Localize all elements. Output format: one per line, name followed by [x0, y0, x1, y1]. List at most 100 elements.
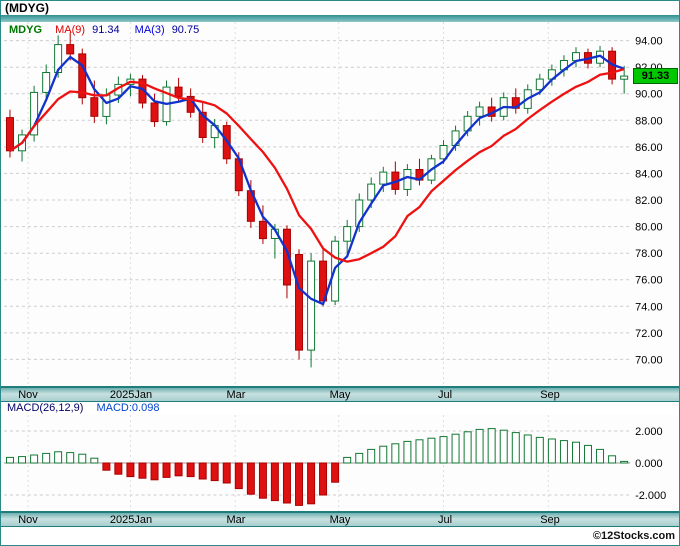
candle: [295, 249, 304, 360]
last-price-badge: 91.33: [633, 68, 678, 84]
page-title: (MDYG): [1, 1, 679, 15]
macd-bar: [523, 434, 532, 464]
price-tick-label: 70.00: [635, 354, 662, 366]
macd-bar: [403, 440, 412, 464]
macd-bar: [307, 462, 316, 505]
macd-bar: [355, 452, 364, 464]
x-axis-label: 2025Jan: [109, 514, 153, 526]
x-axis-label: May: [329, 514, 351, 526]
legend-ma3-label: MA(3): [134, 24, 165, 36]
candle: [343, 219, 352, 254]
macd-tick-label: -2.000: [635, 490, 666, 502]
price-tick-label: 82.00: [635, 195, 662, 207]
price-tick-label: 90.00: [635, 89, 662, 101]
legend-ma9-value: 91.34: [92, 24, 120, 36]
x-axis-label: 2025Jan: [109, 389, 153, 401]
x-axis-label: Sep: [540, 389, 560, 401]
macd-header: MACD(26,12,9) MACD:0.098: [1, 402, 679, 415]
candle: [415, 158, 424, 186]
macd-bar: [246, 462, 255, 495]
macd-bar: [295, 462, 304, 506]
macd-bar: [270, 462, 279, 502]
macd-bar: [475, 428, 484, 464]
macd-tick-label: 2.000: [635, 426, 662, 438]
macd-bar: [102, 462, 111, 471]
macd-bar: [54, 451, 63, 464]
macd-bar: [391, 443, 400, 464]
macd-bar: [162, 462, 171, 478]
macd-bar: [78, 453, 87, 464]
macd-params-label: MACD(26,12,9): [7, 402, 84, 414]
macd-bar: [210, 462, 219, 482]
x-axis-months-top: Nov 2025Jan Mar May Jul Sep: [1, 386, 679, 402]
candle: [403, 164, 412, 196]
macd-bar: [114, 462, 123, 475]
price-chart-svg: 94.0092.0090.0088.0086.0084.0082.0080.00…: [3, 22, 663, 386]
macd-bar: [583, 444, 592, 464]
macd-bar: [547, 438, 556, 464]
legend-symbol: MDYG: [9, 24, 42, 36]
macd-bar: [535, 436, 544, 464]
macd-bar: [572, 441, 580, 464]
macd-panel: 2.000 0.000 -2.000: [1, 415, 679, 511]
macd-bar: [427, 437, 436, 464]
price-tick-label: 74.00: [635, 301, 662, 313]
macd-bar: [186, 462, 195, 478]
candle: [487, 97, 496, 122]
legend-ma9-label: MA(9): [55, 24, 86, 36]
macd-bar: [174, 462, 183, 477]
macd-bar: [463, 431, 472, 464]
macd-bar: [198, 462, 207, 480]
price-tick-label: 88.00: [635, 115, 662, 127]
x-axis-label: Jul: [437, 514, 453, 526]
macd-bar: [620, 460, 629, 464]
macd-bar: [559, 440, 568, 464]
macd-bar: [367, 448, 376, 464]
x-axis-months-bottom: Nov 2025Jan Mar May Jul Sep: [1, 511, 679, 527]
candle: [620, 65, 629, 94]
candle: [511, 88, 520, 114]
candle: [42, 64, 51, 101]
legend-ma3-value: 90.75: [171, 24, 200, 36]
footer: ©12Stocks.com: [1, 527, 679, 545]
price-tick-label: 80.00: [635, 222, 662, 234]
price-tick-label: 84.00: [635, 168, 662, 180]
macd-bar: [343, 456, 352, 464]
x-axis-label: Mar: [226, 389, 246, 401]
macd-bar: [415, 439, 424, 464]
candle: [475, 101, 484, 126]
candle: [307, 253, 316, 368]
price-chart-panel: 94.0092.0090.0088.0086.0084.0082.0080.00…: [1, 22, 679, 386]
macd-chart-svg: 2.000 0.000 -2.000: [3, 415, 666, 511]
ticker-title: (MDYG): [5, 1, 49, 15]
macd-bar: [487, 428, 496, 464]
macd-bar: [126, 462, 135, 478]
macd-histogram: [5, 428, 629, 506]
copyright: ©12Stocks.com: [592, 530, 675, 542]
price-tick-label: 78.00: [635, 248, 662, 260]
macd-bar: [379, 445, 388, 464]
price-tick-label: 94.00: [635, 36, 662, 48]
candle: [282, 225, 291, 299]
x-axis-label: Sep: [540, 514, 560, 526]
chart-legend: MDYG MA(9) 91.34 MA(3) 90.75: [9, 24, 199, 36]
price-tick-label: 72.00: [635, 328, 662, 340]
macd-bar: [222, 462, 231, 484]
candle: [559, 55, 568, 77]
macd-bar: [319, 462, 328, 496]
candle: [78, 48, 87, 105]
macd-bar: [18, 456, 27, 464]
macd-value-label: MACD:0.098: [96, 402, 160, 414]
macd-bar: [451, 433, 460, 464]
x-axis-label: Mar: [226, 514, 246, 526]
candle: [150, 93, 159, 127]
price-tick-label: 76.00: [635, 275, 662, 287]
macd-bar: [439, 436, 448, 464]
macd-bar: [331, 462, 340, 483]
macd-bar: [5, 456, 14, 464]
x-axis-label: May: [329, 389, 351, 401]
macd-bar: [66, 452, 75, 464]
macd-bar: [150, 462, 159, 481]
macd-bar: [90, 457, 99, 464]
